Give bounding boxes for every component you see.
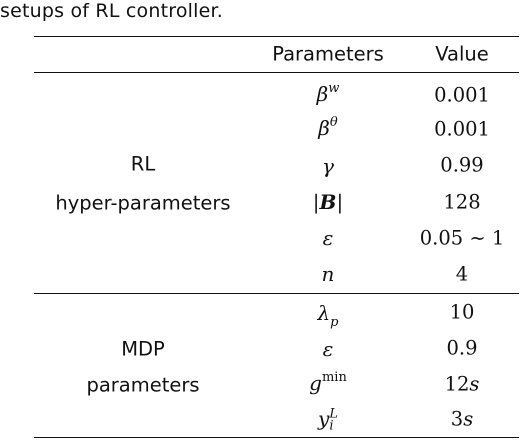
value-epsilon-mdp: 0.9 bbox=[446, 336, 478, 360]
value-epsilon-rl: 0.05 ∼ 1 bbox=[419, 226, 505, 250]
param-beta-w: βw bbox=[316, 81, 340, 106]
value-batch-size: 128 bbox=[443, 190, 481, 214]
group-label-mdp: MDP bbox=[121, 337, 165, 361]
column-header-parameters: Parameters bbox=[272, 42, 384, 66]
value-beta-theta: 0.001 bbox=[434, 117, 490, 141]
value-beta-w: 0.001 bbox=[434, 83, 490, 107]
value-y-i-l: 3s bbox=[450, 407, 474, 431]
param-beta-theta: βθ bbox=[318, 115, 338, 140]
value-gamma: 0.99 bbox=[440, 153, 484, 177]
table-group-divider bbox=[34, 293, 519, 294]
table-caption: setups of RL controller. bbox=[0, 0, 223, 22]
param-n: n bbox=[321, 262, 335, 286]
column-header-value: Value bbox=[435, 42, 489, 66]
param-batch-size: |B| bbox=[312, 190, 344, 214]
table-bottom-rule bbox=[34, 437, 519, 438]
param-gamma: γ bbox=[322, 154, 334, 178]
table-header-rule bbox=[34, 72, 519, 73]
table-top-rule bbox=[34, 36, 519, 37]
param-lambda-p: λp bbox=[317, 301, 339, 330]
param-g-min: gmin bbox=[309, 370, 347, 395]
param-epsilon-rl: ε bbox=[322, 226, 334, 250]
group-label-rl: RL bbox=[130, 152, 156, 176]
group-label-rl-line2: hyper-parameters bbox=[55, 191, 231, 215]
param-epsilon-mdp: ε bbox=[322, 337, 334, 361]
value-g-min: 12s bbox=[444, 372, 480, 396]
group-label-mdp-line2: parameters bbox=[86, 373, 200, 397]
value-lambda-p: 10 bbox=[449, 300, 475, 324]
value-n: 4 bbox=[455, 262, 469, 286]
